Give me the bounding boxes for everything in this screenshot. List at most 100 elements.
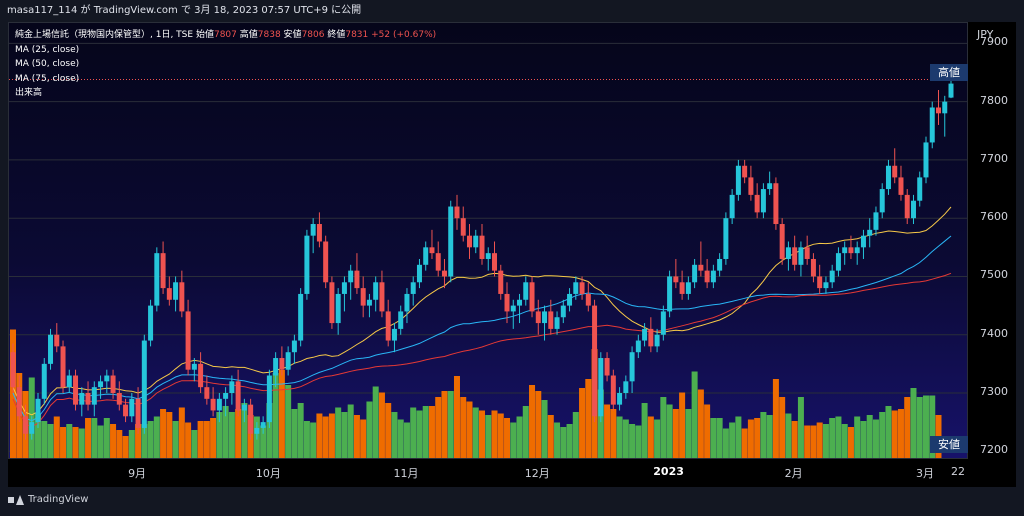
price-plot[interactable]: [8, 22, 968, 459]
candle: [642, 328, 648, 341]
volume-bar: [272, 373, 279, 458]
volume-bar: [47, 424, 54, 458]
candle: [623, 381, 629, 393]
candle: [423, 247, 429, 265]
candle: [492, 253, 498, 271]
candle: [885, 165, 891, 190]
volume-bar: [297, 403, 304, 458]
volume-bar: [460, 397, 467, 458]
volume-bar: [441, 391, 448, 458]
volume-bar: [797, 397, 804, 458]
volume-bar: [366, 401, 373, 458]
candle: [560, 305, 566, 318]
y-tick-label: 7200: [980, 443, 1008, 457]
volume-bar: [754, 418, 761, 458]
y-tick-label: 7800: [980, 93, 1008, 107]
candle: [285, 352, 291, 370]
candle: [54, 334, 60, 347]
volume-bar: [654, 419, 661, 458]
volume-bar: [479, 410, 485, 458]
x-tick-label: 22: [951, 465, 965, 478]
volume-bar: [453, 376, 460, 458]
candle: [923, 142, 929, 178]
candle: [104, 375, 110, 382]
candle: [73, 375, 79, 405]
candle: [316, 224, 322, 242]
volume-bar: [110, 424, 117, 458]
volume-bar: [722, 428, 729, 458]
volume-bar: [729, 422, 736, 458]
high-value: 7838: [257, 30, 281, 40]
candle: [441, 270, 447, 277]
candle: [204, 387, 210, 399]
candle: [773, 183, 779, 225]
candle: [279, 358, 285, 370]
volume-bar: [785, 413, 792, 458]
volume-bar: [60, 427, 67, 458]
candle: [410, 282, 416, 294]
volume-bar: [203, 421, 210, 458]
candle: [829, 270, 835, 283]
volume-bar: [435, 397, 442, 458]
brand-name: TradingView: [28, 494, 89, 505]
ma50-legend[interactable]: MA (50, close): [15, 59, 80, 69]
volume-bar: [547, 415, 554, 458]
volume-bar: [360, 419, 367, 458]
candle: [854, 247, 860, 254]
candle: [354, 270, 360, 289]
volume-bar: [116, 430, 123, 458]
candle: [335, 293, 341, 324]
candle: [654, 334, 660, 347]
candle: [435, 253, 441, 271]
candle: [123, 404, 129, 417]
ma75-legend[interactable]: MA (75, close): [15, 73, 80, 84]
volume-bar: [647, 416, 654, 458]
candle: [429, 247, 435, 254]
candle: [385, 311, 391, 341]
volume-bar: [210, 418, 217, 458]
candle: [867, 229, 873, 236]
candle: [723, 218, 729, 259]
candle: [917, 177, 923, 201]
candle: [760, 189, 766, 213]
candle: [323, 241, 329, 283]
volume-bar: [397, 419, 404, 458]
volume-bar: [622, 419, 629, 458]
x-tick-label: 3月: [915, 467, 934, 480]
volume-bar: [485, 415, 492, 458]
candle: [185, 311, 191, 370]
open-label: 始値: [195, 30, 214, 40]
candle: [298, 293, 304, 341]
ma25-legend[interactable]: MA (25, close): [15, 44, 80, 55]
time-axis[interactable]: [8, 459, 1016, 487]
volume-bar: [228, 412, 235, 458]
candle: [235, 381, 241, 411]
volume-bar: [885, 406, 892, 458]
volume-bar: [35, 413, 42, 458]
volume-bar: [822, 424, 829, 458]
candle: [573, 282, 579, 294]
volume-bar: [679, 392, 686, 458]
volume-bar: [347, 404, 354, 458]
volume-legend[interactable]: 出来高: [15, 88, 43, 98]
candle: [398, 311, 404, 329]
volume-bar: [810, 425, 817, 458]
volume-bar: [66, 424, 73, 458]
volume-bar: [97, 425, 104, 458]
price-axis[interactable]: [968, 22, 1016, 459]
tradingview-logo-icon: [8, 494, 24, 505]
volume-bar: [197, 421, 204, 458]
volume-bar: [466, 401, 473, 458]
ma75-line: [12, 272, 952, 428]
candle: [266, 375, 272, 423]
volume-bar: [910, 388, 917, 458]
volume-bar: [504, 418, 511, 458]
candle: [360, 288, 366, 306]
volume-bar: [266, 403, 273, 458]
chart-svg: [9, 42, 967, 458]
volume-bar: [710, 418, 717, 458]
candle: [479, 235, 485, 259]
x-tick-label: 2月: [784, 467, 803, 480]
candle: [116, 392, 122, 405]
volume-bar: [322, 416, 329, 458]
